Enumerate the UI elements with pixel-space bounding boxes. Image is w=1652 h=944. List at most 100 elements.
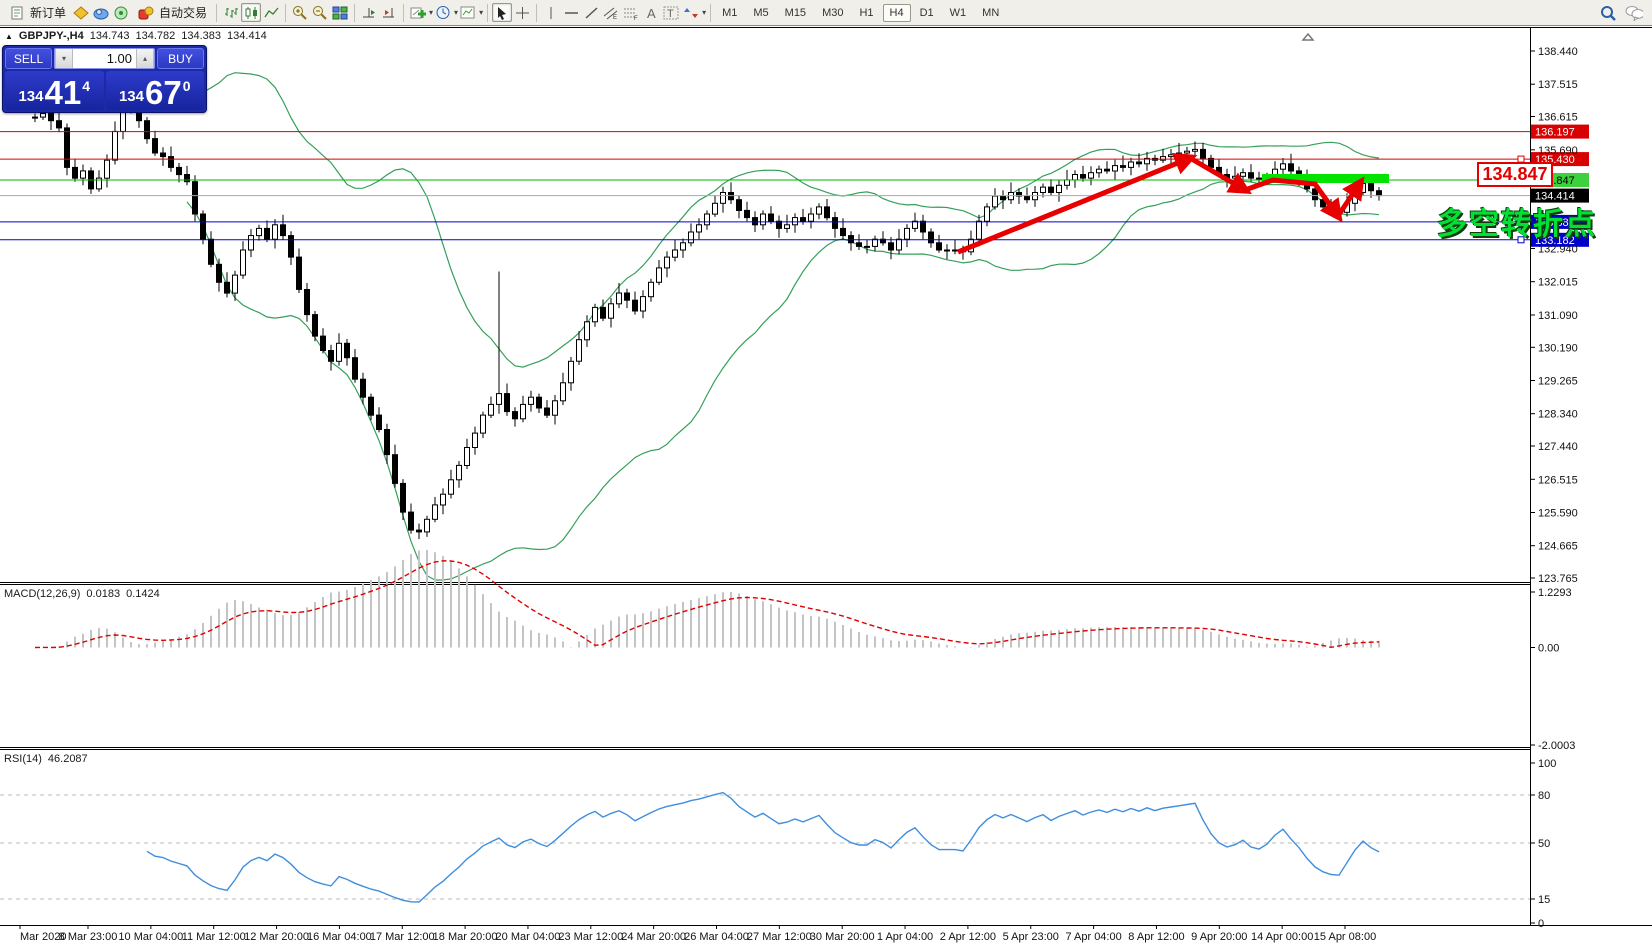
search-icon[interactable] (1598, 3, 1618, 22)
new-order-button[interactable]: 新订单 (2, 0, 71, 25)
candlestick-chart-icon[interactable] (241, 3, 262, 22)
timeframe-h1[interactable]: H1 (859, 6, 874, 19)
volume-decrease-button[interactable]: ▾ (55, 49, 73, 68)
svg-text:17 Mar 12:00: 17 Mar 12:00 (370, 931, 435, 943)
svg-text:130.190: 130.190 (1538, 342, 1578, 354)
rsi-line (146, 791, 1380, 903)
svg-text:132.940: 132.940 (1538, 244, 1578, 256)
timeframe-m15[interactable]: M15 (784, 6, 807, 19)
svg-text:15 Apr 08:00: 15 Apr 08:00 (1314, 931, 1376, 943)
macd-value: 0.0183 (86, 588, 121, 600)
add-indicator-caret[interactable]: ▾ (429, 8, 434, 17)
svg-text:F: F (634, 16, 638, 20)
macd-label: MACD(12,26,9) 0.0183 0.1424 (4, 588, 160, 600)
auto-trading-button[interactable]: 自动交易 (131, 0, 212, 25)
bollinger-bands (186, 72, 1380, 581)
svg-text:26 Mar 04:00: 26 Mar 04:00 (684, 931, 749, 943)
svg-text:11 Mar 12:00: 11 Mar 12:00 (182, 931, 246, 943)
sell-price-sup: 4 (82, 78, 91, 94)
chart-shift-icon[interactable] (379, 3, 399, 22)
volume-input[interactable] (73, 49, 136, 68)
zoom-in-icon[interactable] (290, 3, 310, 22)
turning-point-annotation[interactable]: 多空转折点 (1437, 208, 1597, 241)
signal-icon[interactable] (111, 3, 131, 22)
toolbar-separator (216, 3, 218, 22)
timeframe-mn[interactable]: MN (982, 6, 1000, 19)
arrows-dropdown-icon[interactable] (681, 3, 701, 22)
svg-text:127.440: 127.440 (1538, 441, 1578, 453)
svg-text:138.440: 138.440 (1538, 46, 1578, 58)
one-click-trading-panel: SELL ▾ ▴ BUY 134 41 4 134 67 0 (2, 45, 207, 113)
periods-icon[interactable] (433, 3, 453, 22)
rsi-value: 46.2087 (47, 753, 88, 765)
rsi-levels (0, 794, 1530, 900)
tile-windows-icon[interactable] (330, 3, 350, 22)
collapse-quote-panel-icon[interactable]: ▲ (5, 31, 13, 41)
bar-chart-icon[interactable] (221, 3, 241, 22)
chart-canvas[interactable]: 136.197 135.430 134.847 134.414 133.681 133.1… (0, 27, 1652, 944)
buy-button[interactable]: BUY (157, 48, 204, 69)
timeframe-m1[interactable]: M1 (722, 6, 738, 19)
periods-caret[interactable]: ▾ (454, 8, 459, 17)
svg-text:136.197: 136.197 (1535, 127, 1575, 139)
toolbar-separator (536, 3, 538, 22)
toolbar-separator (710, 3, 712, 22)
vertical-line-icon[interactable] (541, 3, 561, 22)
svg-text:T: T (667, 8, 674, 20)
auto-trading-icon (136, 3, 156, 22)
toolbar-separator (403, 3, 405, 22)
svg-text:134.414: 134.414 (1535, 191, 1575, 203)
rsi-name: RSI(14) (4, 753, 42, 765)
sell-button[interactable]: SELL (5, 48, 52, 69)
cursor-icon[interactable] (492, 3, 513, 22)
data-window-icon[interactable] (91, 3, 111, 22)
buy-price-sup: 0 (182, 78, 191, 94)
svg-text:5 Apr 23:00: 5 Apr 23:00 (1003, 931, 1059, 943)
arrows-caret[interactable]: ▾ (702, 8, 707, 17)
chart-area[interactable]: 136.197 135.430 134.847 134.414 133.681 133.1… (0, 27, 1652, 944)
svg-text:20 Mar 04:00: 20 Mar 04:00 (496, 931, 561, 943)
zoom-out-icon[interactable] (310, 3, 330, 22)
svg-text:8 Mar 23:00: 8 Mar 23:00 (59, 931, 118, 943)
templates-caret[interactable]: ▾ (479, 8, 484, 17)
svg-text:137.515: 137.515 (1538, 79, 1578, 91)
timeframe-w1[interactable]: W1 (949, 6, 967, 19)
volume-box: ▾ ▴ (54, 48, 155, 69)
svg-text:131.090: 131.090 (1538, 310, 1578, 322)
timeframe-m5[interactable]: M5 (753, 6, 769, 19)
volume-increase-button[interactable]: ▴ (136, 49, 154, 68)
fibonacci-icon[interactable]: F (621, 3, 641, 22)
svg-text:1.2293: 1.2293 (1538, 587, 1572, 599)
timeframe-m30[interactable]: M30 (822, 6, 844, 19)
auto-scroll-icon[interactable] (359, 3, 379, 22)
timeframe-h4[interactable]: H4 (882, 3, 911, 22)
svg-text:A: A (647, 6, 656, 20)
sell-price-button[interactable]: 134 41 4 (5, 71, 104, 110)
trendline-icon[interactable] (581, 3, 601, 22)
trend-arrow-annotations (957, 152, 1365, 255)
text-icon[interactable]: A (641, 3, 661, 22)
svg-text:24 Mar 20:00: 24 Mar 20:00 (621, 931, 686, 943)
svg-text:125.590: 125.590 (1538, 508, 1578, 520)
buy-price-button[interactable]: 134 67 0 (105, 71, 204, 110)
market-watch-icon[interactable] (71, 3, 91, 22)
svg-text:0: 0 (1538, 918, 1544, 930)
sell-price-prefix: 134 (18, 88, 44, 105)
green-bar-annotation (1262, 174, 1389, 183)
add-indicator-icon[interactable] (408, 3, 428, 22)
price-axis-ticks: 138.440 137.515 136.615 135.690 132.940 132.0… (1530, 46, 1578, 585)
toolbar-separator (285, 3, 287, 22)
templates-icon[interactable] (458, 3, 478, 22)
chat-icon[interactable] (1624, 3, 1644, 22)
text-label-icon[interactable]: T (661, 3, 681, 22)
equidistant-channel-icon[interactable]: E (601, 3, 621, 22)
timeframe-d1[interactable]: D1 (919, 6, 934, 19)
price-annotation-box[interactable]: 134.847 (1477, 162, 1553, 187)
macd-signal-value: 0.1424 (126, 588, 160, 600)
symbol-name: GBPJPY-,H4 (18, 30, 84, 42)
line-chart-icon[interactable] (261, 3, 281, 22)
buy-price-prefix: 134 (118, 88, 144, 105)
crosshair-icon[interactable] (512, 3, 532, 22)
horizontal-line-icon[interactable] (561, 3, 581, 22)
